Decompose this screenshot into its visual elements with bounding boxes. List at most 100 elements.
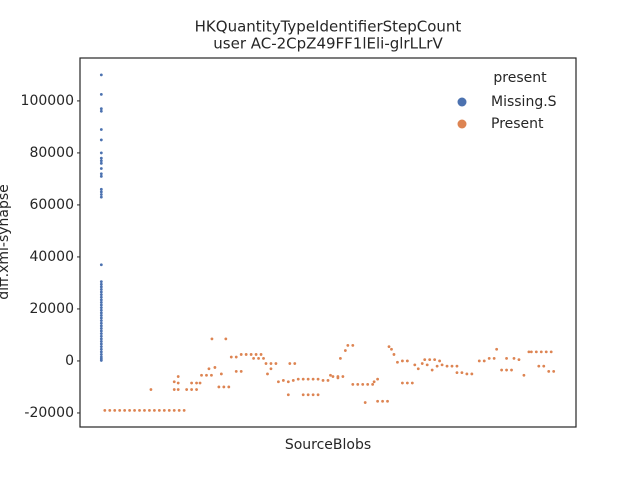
point: [500, 368, 503, 372]
point: [207, 367, 211, 371]
point: [103, 408, 107, 412]
point: [99, 316, 103, 320]
point: [262, 356, 265, 360]
point: [487, 356, 491, 360]
y-tick-label: 40000: [29, 249, 74, 265]
point: [153, 408, 156, 412]
point: [99, 353, 103, 356]
point: [301, 393, 305, 397]
point: [376, 399, 379, 403]
point: [387, 345, 391, 349]
point: [113, 408, 117, 412]
point: [316, 377, 320, 381]
y-tick-label: 80000: [29, 145, 74, 161]
point: [306, 393, 310, 397]
point: [517, 358, 521, 362]
point: [128, 408, 132, 412]
point: [99, 334, 103, 338]
point: [286, 393, 290, 397]
point: [376, 377, 379, 381]
point: [99, 327, 103, 330]
point: [99, 156, 103, 160]
point: [143, 408, 146, 412]
point: [99, 73, 103, 77]
point: [257, 356, 260, 360]
point: [99, 298, 103, 302]
point: [167, 408, 171, 412]
point: [274, 362, 278, 365]
point: [510, 368, 513, 372]
point: [341, 375, 345, 378]
point: [99, 128, 103, 131]
point: [185, 388, 189, 391]
point: [547, 369, 551, 373]
point: [195, 388, 198, 391]
point: [512, 356, 516, 360]
point: [286, 380, 290, 384]
point: [99, 314, 103, 317]
point: [99, 285, 103, 289]
point: [291, 379, 295, 382]
point: [372, 380, 376, 384]
point: [401, 359, 404, 363]
point: [301, 377, 305, 381]
point: [356, 382, 360, 386]
point: [99, 138, 103, 142]
point: [149, 388, 153, 391]
point: [477, 359, 481, 363]
point: [229, 355, 233, 359]
point: [306, 377, 310, 381]
point: [433, 358, 437, 362]
point: [542, 364, 546, 368]
point: [99, 295, 103, 299]
point: [326, 379, 330, 382]
point: [99, 172, 103, 176]
point: [138, 408, 141, 412]
point: [259, 353, 263, 356]
point: [539, 350, 543, 354]
point: [99, 195, 103, 199]
point: [363, 401, 367, 404]
point: [99, 151, 103, 155]
y-tick-label: 20000: [29, 301, 74, 317]
point: [99, 329, 103, 333]
point: [537, 364, 541, 368]
point: [416, 367, 420, 371]
point: [99, 187, 103, 191]
point: [224, 337, 228, 341]
point: [157, 408, 161, 412]
point: [428, 358, 432, 362]
point: [371, 382, 375, 386]
point: [239, 369, 243, 373]
point: [277, 380, 280, 384]
point: [450, 364, 454, 368]
point: [470, 372, 474, 376]
point: [311, 393, 315, 397]
point: [329, 373, 332, 377]
point: [396, 360, 399, 364]
point: [495, 347, 499, 351]
point: [336, 376, 340, 380]
point: [460, 371, 464, 375]
point: [420, 362, 424, 365]
point: [321, 379, 325, 382]
point: [386, 399, 389, 403]
point: [213, 366, 217, 369]
point: [430, 368, 434, 372]
point: [99, 282, 103, 286]
point: [534, 350, 538, 354]
point: [552, 369, 556, 373]
point: [99, 109, 103, 113]
point: [99, 93, 103, 96]
point: [123, 408, 127, 412]
point: [99, 303, 103, 307]
point: [269, 362, 273, 365]
legend-label: Missing.S: [491, 94, 557, 110]
point: [455, 364, 459, 368]
point: [316, 393, 320, 397]
point: [311, 377, 315, 381]
point: [195, 381, 198, 385]
point: [438, 359, 441, 363]
